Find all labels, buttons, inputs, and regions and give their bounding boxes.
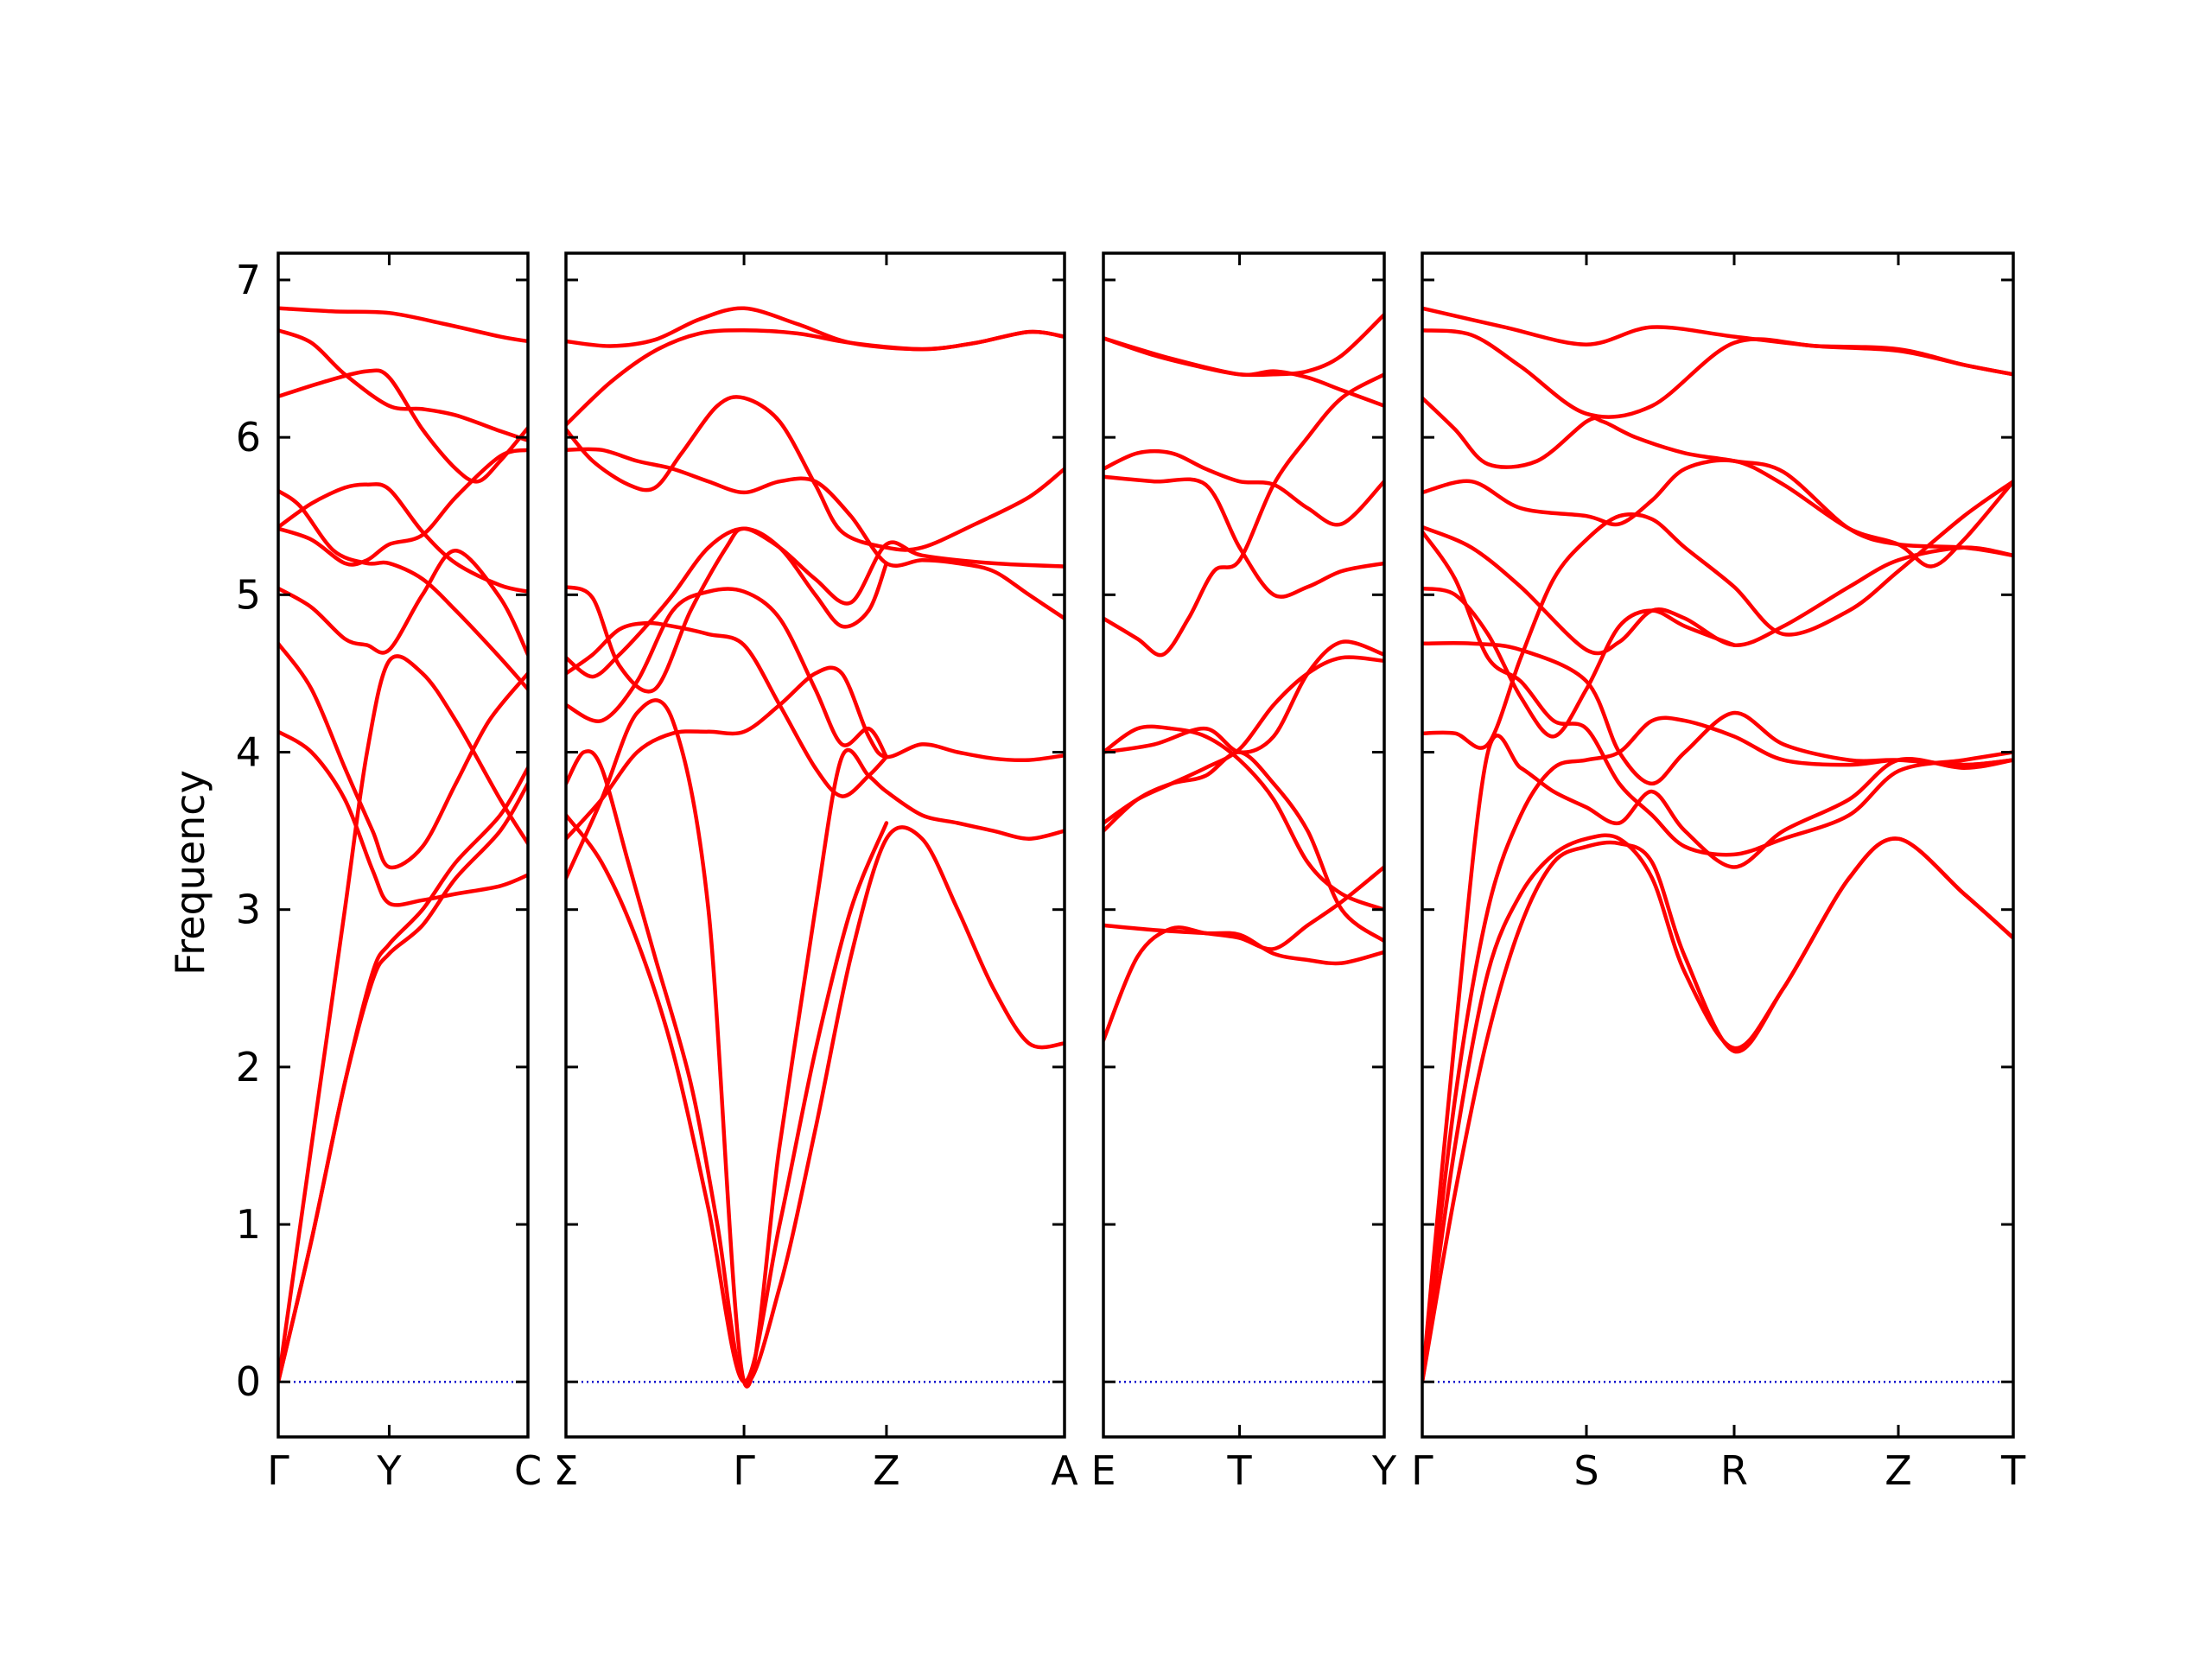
band-line — [278, 368, 528, 484]
band-line — [1103, 336, 1384, 408]
y-tick-label: 2 — [236, 1044, 261, 1090]
band-line — [1422, 836, 2013, 1384]
x-tick-label: E — [1090, 1447, 1116, 1494]
x-tick-label: Z — [1885, 1447, 1912, 1494]
band-line — [278, 654, 528, 1384]
band-line — [1103, 474, 1384, 599]
x-tick-label: C — [514, 1447, 542, 1494]
band-line — [1103, 923, 1384, 966]
x-tick-label: Z — [873, 1447, 900, 1494]
panel-frame — [1421, 251, 2015, 1439]
band-line — [1103, 312, 1384, 378]
x-tick-label: Y — [1371, 1447, 1397, 1494]
y-tick-label: 5 — [236, 571, 261, 618]
band-line — [1422, 458, 2013, 569]
bands — [278, 306, 528, 1384]
band-line — [1103, 750, 1384, 944]
x-tick-label: Γ — [733, 1447, 755, 1494]
band-line — [566, 328, 1065, 427]
band-line — [1422, 524, 2013, 656]
y-tick-label: 0 — [236, 1358, 261, 1405]
band-line — [566, 813, 889, 1384]
band-line — [566, 526, 889, 679]
band-line — [1422, 306, 2013, 377]
x-tick-label: Γ — [267, 1447, 289, 1494]
y-tick-label: 3 — [236, 887, 261, 933]
bands — [566, 306, 1065, 1389]
band-line — [566, 447, 1065, 620]
x-tick-label: A — [1051, 1447, 1078, 1494]
y-tick-label: 6 — [236, 414, 261, 461]
band-line — [566, 395, 1065, 552]
band-line — [566, 306, 1065, 352]
band-line — [1422, 715, 2013, 1384]
band-line — [278, 482, 528, 594]
band-line — [1103, 448, 1384, 527]
band-line — [278, 729, 528, 907]
x-tick-label: S — [1573, 1447, 1599, 1494]
band-line — [1103, 372, 1384, 658]
panel-frame — [276, 251, 530, 1439]
x-tick-label: T — [2000, 1447, 2026, 1494]
x-tick-label: T — [1227, 1447, 1253, 1494]
y-tick-label: 7 — [236, 257, 261, 303]
band-line — [1103, 639, 1384, 754]
band-line — [1422, 530, 2013, 857]
band-line — [278, 549, 528, 657]
panel-frame — [1102, 251, 1386, 1439]
band-line — [566, 698, 1065, 1389]
band-line — [566, 665, 1065, 841]
band-line — [278, 641, 528, 870]
band-line — [566, 749, 1065, 1385]
band-line — [1103, 865, 1384, 1043]
band-line — [1103, 655, 1384, 825]
x-tick-label: R — [1720, 1447, 1748, 1494]
band-line — [278, 488, 528, 691]
y-tick-label: 4 — [236, 729, 261, 776]
panel-frame — [564, 251, 1066, 1439]
band-line — [278, 781, 528, 1384]
band-line — [566, 587, 889, 760]
band-line — [278, 448, 528, 567]
x-tick-label: Y — [376, 1447, 402, 1494]
band-line — [1422, 734, 2013, 1384]
band-line — [1422, 396, 2013, 558]
band-line — [1422, 328, 2013, 419]
bands — [1422, 306, 2013, 1384]
band-line — [566, 526, 1065, 694]
band-line — [278, 306, 528, 344]
band-line — [278, 766, 528, 1384]
band-line — [278, 328, 528, 443]
x-tick-label: Σ — [553, 1447, 578, 1494]
x-tick-label: Γ — [1411, 1447, 1433, 1494]
y-axis-title: Frequency — [167, 770, 213, 976]
band-line — [1422, 833, 2013, 1384]
y-tick-label: 1 — [236, 1201, 261, 1248]
band-line — [566, 620, 889, 798]
bands — [1103, 312, 1384, 1043]
y-axis: 0 1 2 3 4 5 6 7 — [236, 257, 261, 1405]
band-line — [1422, 479, 2013, 750]
